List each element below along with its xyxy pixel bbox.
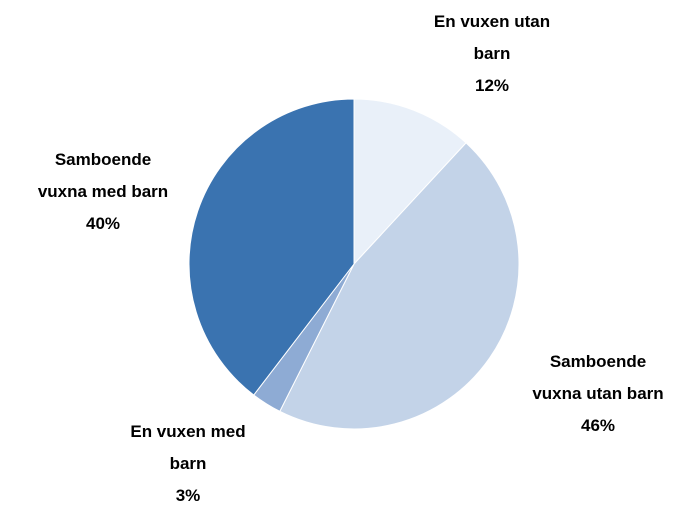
value-label: 12% [474, 76, 510, 95]
slice-label: En vuxen med barn 3% [118, 416, 258, 512]
category-label: En vuxen utan barn [433, 12, 551, 63]
pie-slice [188, 98, 355, 396]
slice-label: En vuxen utan barn 12% [422, 6, 562, 102]
slice-label: Samboende vuxna utan barn 46% [528, 346, 668, 442]
pie-slice [353, 98, 467, 266]
slice-label: Samboende vuxna med barn 40% [33, 144, 173, 240]
value-label: 40% [85, 214, 121, 233]
category-label: En vuxen med barn [130, 422, 246, 473]
category-label: Samboende vuxna med barn [37, 150, 169, 201]
value-label: 46% [580, 416, 616, 435]
value-label: 3% [175, 486, 201, 505]
pie-slice [279, 142, 520, 430]
category-label: Samboende vuxna utan barn [532, 352, 664, 403]
